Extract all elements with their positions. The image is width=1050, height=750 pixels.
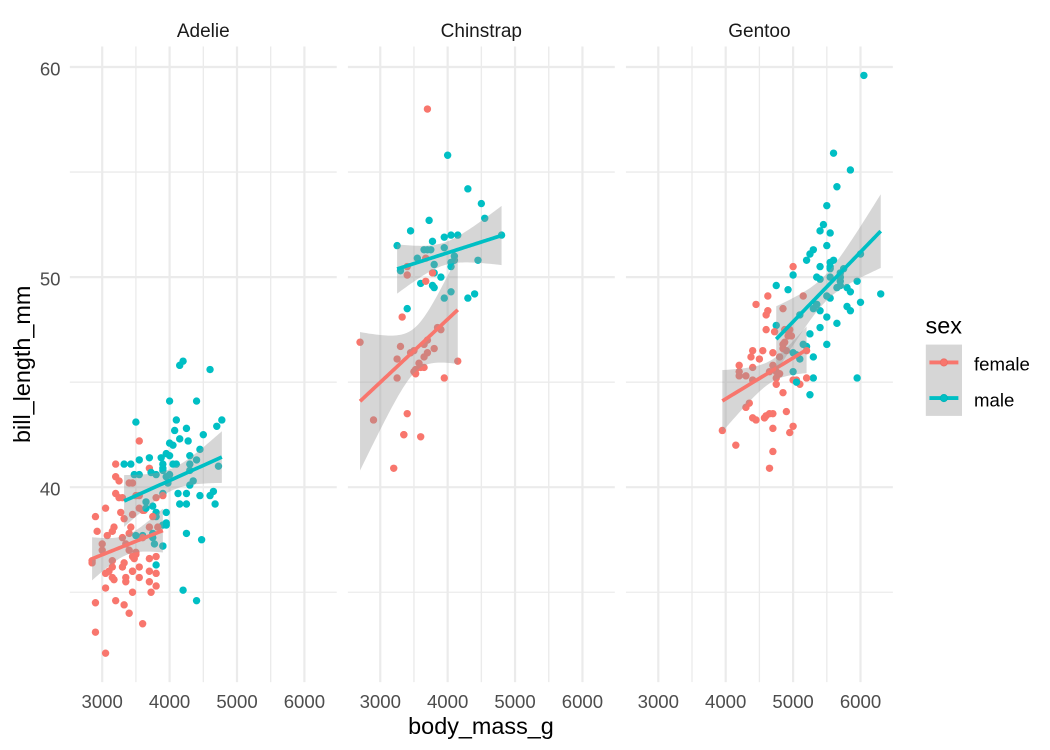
svg-text:5000: 5000 (494, 691, 535, 712)
svg-text:bill_length_mm: bill_length_mm (9, 286, 35, 443)
svg-text:female: female (974, 354, 1030, 375)
svg-text:3000: 3000 (360, 691, 401, 712)
svg-text:4000: 4000 (427, 691, 468, 712)
svg-text:body_mass_g: body_mass_g (408, 713, 554, 739)
svg-text:3000: 3000 (82, 691, 123, 712)
svg-text:4000: 4000 (705, 691, 746, 712)
svg-text:60: 60 (40, 59, 61, 80)
svg-text:6000: 6000 (284, 691, 325, 712)
svg-text:male: male (974, 389, 1014, 410)
svg-text:4000: 4000 (149, 691, 190, 712)
svg-text:6000: 6000 (562, 691, 603, 712)
svg-text:5000: 5000 (772, 691, 813, 712)
svg-text:3000: 3000 (638, 691, 679, 712)
svg-text:40: 40 (40, 479, 61, 500)
svg-text:Gentoo: Gentoo (728, 21, 790, 42)
svg-text:5000: 5000 (216, 691, 257, 712)
svg-text:Adelie: Adelie (177, 21, 230, 42)
svg-text:sex: sex (926, 313, 963, 339)
svg-text:Chinstrap: Chinstrap (441, 21, 522, 42)
svg-text:50: 50 (40, 269, 61, 290)
svg-text:6000: 6000 (840, 691, 881, 712)
